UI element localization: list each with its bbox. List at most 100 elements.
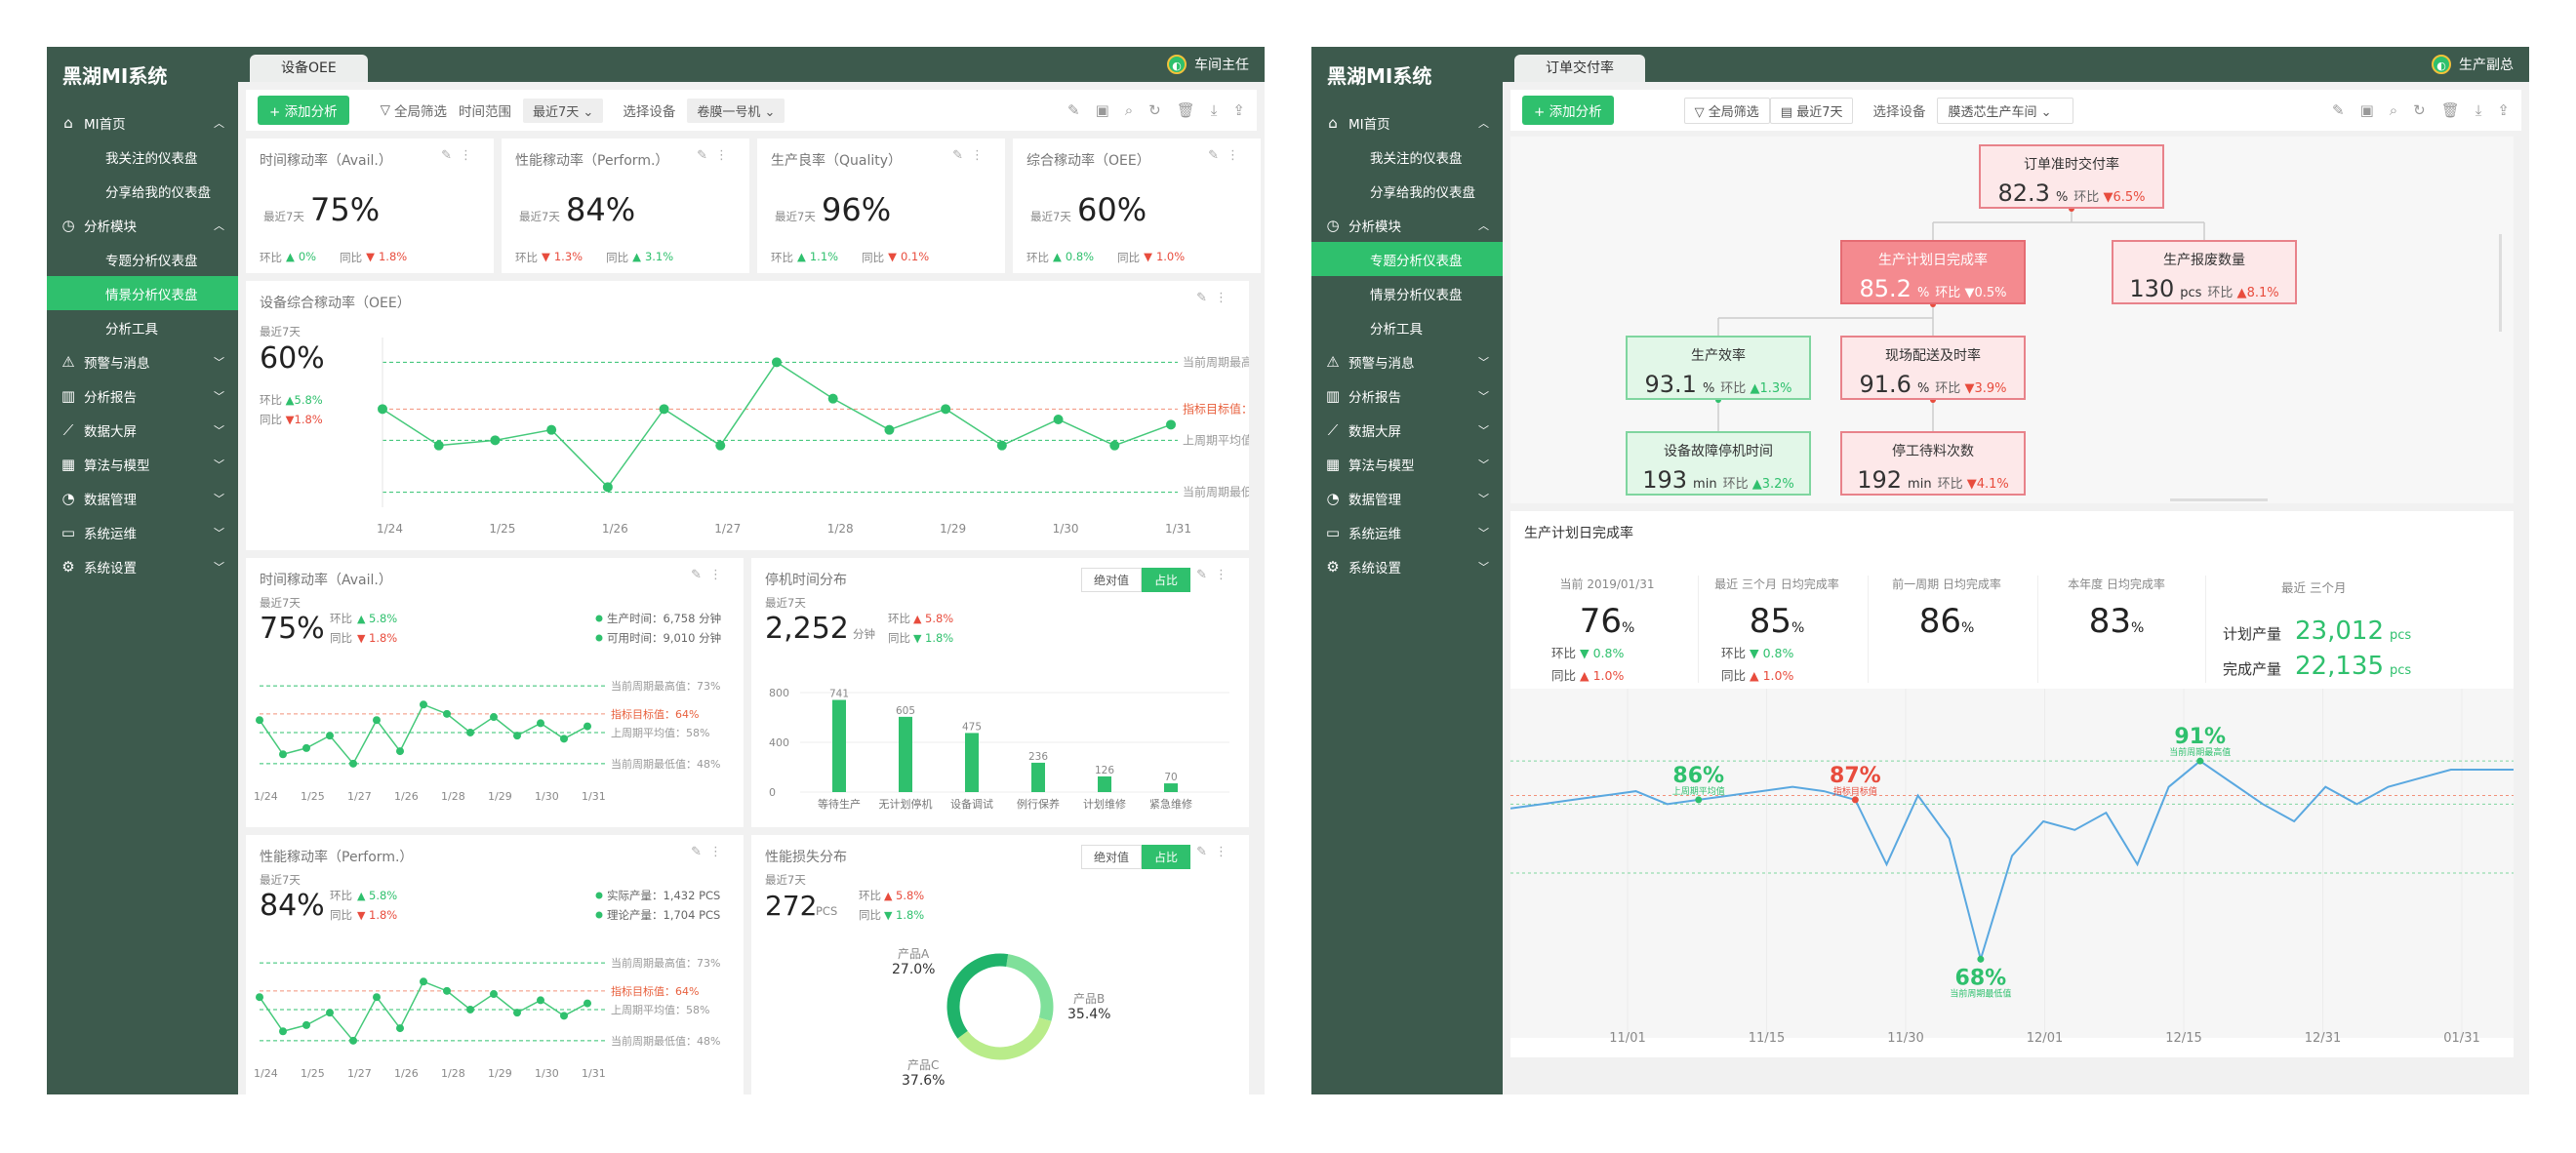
data-point[interactable] — [443, 986, 451, 995]
donut-slice[interactable] — [946, 953, 1009, 1039]
sidebar-item-2[interactable]: ⚠ 预警与消息 ﹀ — [47, 344, 238, 378]
sidebar-subitem[interactable]: 我关注的仪表盘 — [1370, 150, 1463, 167]
data-point[interactable] — [659, 404, 669, 415]
scrollbar[interactable] — [2499, 234, 2502, 332]
card-menu-icon[interactable]: ✎⋮ — [1196, 568, 1235, 582]
ratio-toggle[interactable]: 占比 — [1141, 568, 1190, 592]
sidebar-item-1[interactable]: ◷ 分析模块 ︿ — [47, 208, 238, 242]
data-point[interactable] — [490, 990, 498, 999]
device-select[interactable]: 膜透芯生产车间 ⌄ — [1937, 97, 2074, 124]
data-point[interactable] — [373, 716, 381, 725]
data-point[interactable] — [279, 1027, 287, 1036]
data-point[interactable] — [1053, 415, 1064, 424]
add-analysis-button[interactable]: + 添加分析 — [1522, 96, 1614, 125]
edit-icon[interactable]: ✎ — [1067, 101, 1080, 119]
delete-icon[interactable]: 🗑 — [2440, 101, 2460, 119]
sidebar-item-5[interactable]: ▦ 算法与模型 ﹀ — [47, 447, 238, 481]
absolute-toggle[interactable]: 绝对值 — [1080, 568, 1142, 592]
tree-node-scrap[interactable]: 生产报废数量 130 pcs 环比 ▲8.1% — [2112, 240, 2297, 304]
chevron-down-icon[interactable]: ﹀ — [1478, 492, 1489, 505]
tree-node-fault[interactable]: 设备故障停机时间 193 min 环比 ▲3.2% — [1626, 431, 1811, 496]
view-toggle[interactable]: 绝对值 占比 — [1080, 568, 1190, 592]
card-menu-icon[interactable]: ✎⋮ — [691, 845, 730, 859]
scrollbar-horizontal[interactable] — [2170, 498, 2268, 501]
search-icon[interactable]: ⌕ — [2389, 101, 2398, 119]
data-point[interactable] — [256, 716, 263, 725]
data-point[interactable] — [584, 999, 591, 1008]
sidebar-subitem[interactable]: 分享给我的仪表盘 — [1370, 184, 1475, 201]
refresh-icon[interactable]: ↻ — [2413, 101, 2426, 119]
delete-icon[interactable]: 🗑 — [1176, 101, 1195, 119]
bar[interactable] — [899, 716, 912, 792]
chevron-down-icon[interactable]: ﹀ — [214, 560, 224, 574]
data-point[interactable] — [256, 993, 263, 1002]
chevron-down-icon[interactable]: ﹀ — [1478, 389, 1489, 403]
sidebar-item-1[interactable]: ◷ 分析模块 ︿ — [1311, 208, 1503, 242]
absolute-toggle[interactable]: 绝对值 — [1080, 845, 1142, 869]
data-point[interactable] — [827, 393, 838, 404]
bar[interactable] — [1031, 762, 1045, 792]
chevron-up-icon[interactable]: ︿ — [214, 116, 224, 130]
data-point[interactable] — [420, 977, 427, 986]
data-point[interactable] — [560, 735, 568, 743]
data-point[interactable] — [772, 357, 782, 368]
sidebar-subitem[interactable]: 分析工具 — [105, 321, 158, 338]
search-icon[interactable]: ⌕ — [1124, 101, 1134, 119]
save-icon[interactable]: ▣ — [2359, 101, 2374, 119]
tree-node-root[interactable]: 订单准时交付率 82.3% 环比 ▼6.5% — [1979, 144, 2164, 209]
data-point[interactable] — [513, 1009, 521, 1017]
data-point[interactable] — [537, 996, 544, 1005]
data-point[interactable] — [466, 728, 474, 736]
chevron-down-icon[interactable]: ﹀ — [214, 389, 224, 403]
data-point[interactable] — [302, 1020, 310, 1029]
refresh-icon[interactable]: ↻ — [1148, 101, 1161, 119]
annotated-point[interactable] — [1851, 796, 1859, 804]
tree-node-dist[interactable]: 现场配送及时率 91.6% 环比 ▼3.9% — [1840, 336, 2026, 400]
tree-node-plan[interactable]: 生产计划日完成率 85.2% 环比 ▼0.5% — [1840, 240, 2026, 304]
data-point[interactable] — [420, 700, 427, 709]
ratio-toggle[interactable]: 占比 — [1141, 845, 1190, 869]
data-point[interactable] — [941, 404, 951, 415]
view-toggle[interactable]: 绝对值 占比 — [1080, 845, 1190, 869]
sidebar-subitem[interactable]: 我关注的仪表盘 — [105, 150, 198, 167]
donut-slice[interactable] — [1005, 954, 1054, 1021]
bar[interactable] — [832, 699, 846, 792]
data-point[interactable] — [490, 435, 501, 446]
sidebar-item-6[interactable]: ◔ 数据管理 ﹀ — [1311, 481, 1503, 515]
card-menu-icon[interactable]: ✎⋮ — [441, 148, 480, 163]
sidebar-item-5[interactable]: ▦ 算法与模型 ﹀ — [1311, 447, 1503, 481]
sidebar-item-7[interactable]: ▭ 系统运维 ﹀ — [1311, 515, 1503, 549]
data-point[interactable] — [349, 1036, 357, 1045]
data-point[interactable] — [279, 750, 287, 759]
sidebar-subitem[interactable]: 分享给我的仪表盘 — [105, 184, 211, 201]
user-menu[interactable]: ◐ 生产副总 — [2432, 53, 2514, 76]
sidebar-item-0[interactable]: ⌂ MI首页 ︿ — [1311, 105, 1503, 139]
card-menu-icon[interactable]: ✎⋮ — [1196, 845, 1235, 859]
user-menu[interactable]: ◐ 车间主任 — [1167, 53, 1249, 76]
device-select[interactable]: 卷膜一号机 ⌄ — [687, 98, 785, 123]
data-point[interactable] — [326, 1009, 334, 1017]
chevron-up-icon[interactable]: ︿ — [1478, 219, 1489, 232]
tree-node-wait[interactable]: 停工待料次数 192 min 环比 ▼4.1% — [1840, 431, 2026, 496]
global-filter-button[interactable]: ▽ 全局筛选 — [1683, 97, 1770, 124]
chevron-down-icon[interactable]: ﹀ — [1478, 560, 1489, 574]
bar[interactable] — [1164, 783, 1178, 792]
card-menu-icon[interactable]: ✎⋮ — [691, 568, 730, 582]
data-point[interactable] — [715, 440, 726, 451]
share-icon[interactable]: ⇪ — [1232, 101, 1245, 119]
sidebar-subitem[interactable]: 分析工具 — [1370, 321, 1423, 338]
data-point[interactable] — [1109, 440, 1120, 451]
data-point[interactable] — [546, 424, 557, 435]
data-point[interactable] — [433, 440, 444, 451]
chevron-up-icon[interactable]: ︿ — [1478, 116, 1489, 130]
data-point[interactable] — [1166, 419, 1176, 430]
sidebar-subitem[interactable]: 情景分析仪表盘 — [1370, 287, 1463, 303]
download-icon[interactable]: ⤓ — [2475, 101, 2482, 119]
annotated-point[interactable] — [1977, 955, 1985, 963]
annotated-point[interactable] — [2196, 757, 2204, 765]
data-point[interactable] — [466, 1005, 474, 1014]
chevron-down-icon[interactable]: ﹀ — [1478, 423, 1489, 437]
data-point[interactable] — [490, 713, 498, 722]
card-menu-icon[interactable]: ✎⋮ — [697, 148, 736, 163]
tab-oee[interactable]: 设备OEE — [250, 55, 368, 82]
